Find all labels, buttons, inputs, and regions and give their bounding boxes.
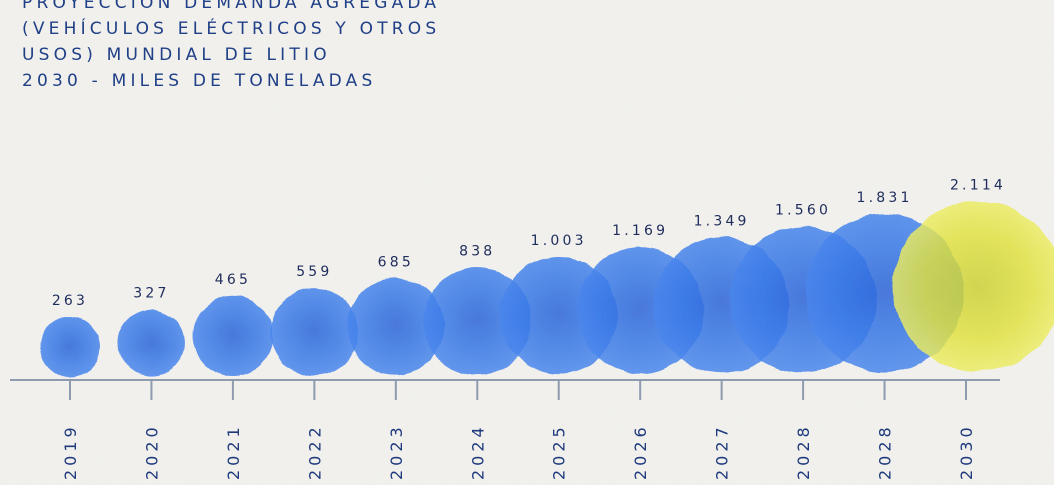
chart-title-line-2: (VEHÍCULOS ELÉCTRICOS Y OTROS <box>22 19 441 39</box>
bubble-2019 <box>39 316 101 377</box>
value-labels: 263 327 465 559 685 838 1.003 1.169 1.349 1.560 1.… <box>52 177 1006 309</box>
year-label: 2028 <box>876 423 895 480</box>
value-label: 465 <box>215 272 251 288</box>
value-label: 838 <box>459 244 495 260</box>
year-label: 2023 <box>387 423 406 480</box>
year-label: 2022 <box>305 423 324 480</box>
value-label: 1.349 <box>694 213 750 229</box>
bubble-2023 <box>347 278 445 376</box>
bubble-2022 <box>270 288 359 376</box>
year-labels: 2019 2020 2021 2022 2023 2024 2025 2026 2027 2028… <box>61 423 976 480</box>
chart-title-line-4: 2030 - MILES DE TONELADAS <box>22 71 377 91</box>
bubble-2021 <box>193 296 273 377</box>
year-label: 2028 <box>794 423 813 480</box>
year-label: 2021 <box>224 423 243 480</box>
year-label: 2027 <box>713 423 732 480</box>
chart-title-line-1: PROYECCIÓN DEMANDA AGREGADA <box>22 0 441 13</box>
value-label: 685 <box>378 254 414 270</box>
bubble-2030-highlight <box>892 201 1054 372</box>
value-label: 1.003 <box>531 233 587 249</box>
value-label: 1.169 <box>612 223 668 239</box>
bubbles <box>39 201 1054 377</box>
x-axis <box>10 379 1000 400</box>
value-label: 263 <box>52 293 88 309</box>
year-label: 2026 <box>631 423 650 480</box>
value-label: 2.114 <box>950 177 1006 193</box>
year-label: 2025 <box>550 423 569 480</box>
year-label: 2030 <box>957 423 976 480</box>
bubble-2024 <box>423 267 531 375</box>
value-label: 559 <box>296 264 332 280</box>
value-label: 327 <box>133 286 169 302</box>
value-label: 1.560 <box>775 203 831 219</box>
year-label: 2020 <box>142 423 161 480</box>
bubble-2020 <box>118 309 185 377</box>
year-label: 2019 <box>61 423 80 480</box>
chart-title: PROYECCIÓN DEMANDA AGREGADA (VEHÍCULOS E… <box>22 0 440 94</box>
value-label: 1.831 <box>856 190 912 206</box>
chart-title-line-3: USOS) MUNDIAL DE LITIO <box>22 45 331 65</box>
year-label: 2024 <box>468 423 487 480</box>
